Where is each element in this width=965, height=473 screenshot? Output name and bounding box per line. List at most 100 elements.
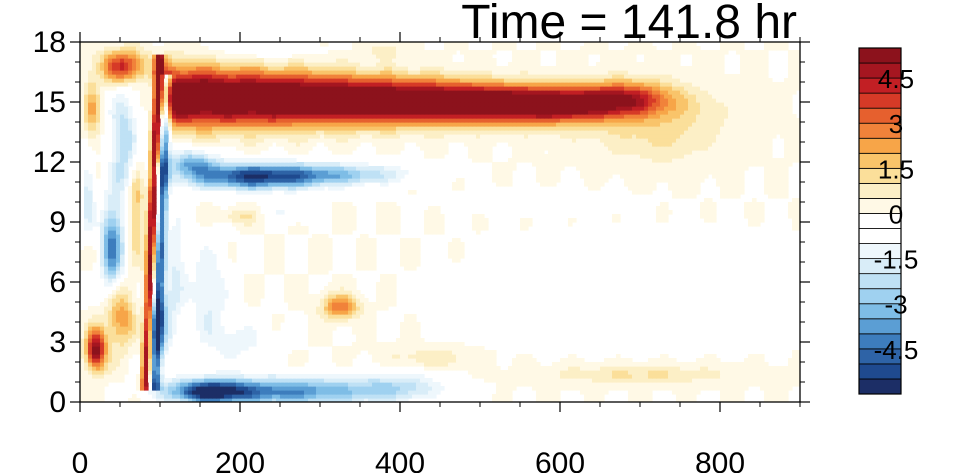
heatmap-cell xyxy=(504,386,509,391)
heatmap-cell xyxy=(372,394,377,399)
heatmap-cell xyxy=(276,394,281,399)
heatmap-cell xyxy=(640,390,645,395)
heatmap-cell xyxy=(640,190,645,195)
heatmap-cell xyxy=(248,398,253,402)
heatmap-cell xyxy=(160,330,165,335)
heatmap-cell xyxy=(256,218,261,223)
heatmap-cell xyxy=(292,190,297,195)
heatmap-cell xyxy=(200,154,205,159)
heatmap-cell xyxy=(104,278,109,283)
heatmap-cell xyxy=(116,318,121,323)
heatmap-cell xyxy=(736,150,741,155)
heatmap-cell xyxy=(384,146,389,151)
heatmap-cell xyxy=(204,170,209,175)
heatmap-cell xyxy=(416,346,421,351)
heatmap-cell xyxy=(588,158,593,163)
heatmap-cell xyxy=(176,310,181,315)
heatmap-cell xyxy=(780,370,785,375)
heatmap-cell xyxy=(320,254,325,259)
heatmap-cell xyxy=(460,362,465,367)
heatmap-cell xyxy=(148,234,153,239)
heatmap-cell xyxy=(780,374,785,379)
heatmap-cell xyxy=(356,382,361,387)
heatmap-cell xyxy=(504,170,509,175)
heatmap-cell xyxy=(92,218,97,223)
heatmap-cell xyxy=(156,330,161,335)
heatmap-cell xyxy=(164,194,169,199)
heatmap-cell xyxy=(588,370,593,375)
heatmap-cell xyxy=(348,314,353,319)
heatmap-cell xyxy=(560,154,565,159)
heatmap-cell xyxy=(256,394,261,399)
heatmap-cell xyxy=(792,374,797,379)
heatmap-cell xyxy=(164,338,169,343)
heatmap-cell xyxy=(384,226,389,231)
heatmap-cell xyxy=(284,182,289,187)
heatmap-cell xyxy=(108,374,113,379)
heatmap-cell xyxy=(736,362,741,367)
heatmap-cell xyxy=(136,322,141,327)
heatmap-cell xyxy=(140,226,145,231)
heatmap-cell xyxy=(780,186,785,191)
heatmap-cell xyxy=(796,350,800,355)
heatmap-cell xyxy=(588,362,593,367)
heatmap-cell xyxy=(108,350,113,355)
heatmap-cell xyxy=(428,206,433,211)
heatmap-cell xyxy=(212,162,217,167)
heatmap-cell xyxy=(380,346,385,351)
heatmap-cell xyxy=(760,206,765,211)
heatmap-cell xyxy=(516,146,521,151)
heatmap-cell xyxy=(220,170,225,175)
heatmap-cell xyxy=(228,394,233,399)
heatmap-cell xyxy=(384,230,389,235)
heatmap-cell xyxy=(752,370,757,375)
heatmap-cell xyxy=(160,362,165,367)
heatmap-cell xyxy=(780,394,785,399)
heatmap-cell xyxy=(328,318,333,323)
heatmap-cell xyxy=(336,386,341,391)
heatmap-cell xyxy=(608,370,613,375)
heatmap-cell xyxy=(144,214,149,219)
heatmap-cell xyxy=(796,222,800,227)
heatmap-cell xyxy=(300,362,305,367)
heatmap-cell xyxy=(264,170,269,175)
heatmap-cell xyxy=(256,146,261,151)
heatmap-cell xyxy=(196,374,201,379)
heatmap-cell xyxy=(684,390,689,395)
heatmap-cell xyxy=(184,154,189,159)
heatmap-cell xyxy=(424,362,429,367)
heatmap-cell xyxy=(488,154,493,159)
heatmap-cell xyxy=(112,366,117,371)
heatmap-cell xyxy=(84,342,89,347)
heatmap-cell xyxy=(336,378,341,383)
heatmap-cell xyxy=(304,298,309,303)
heatmap-cell xyxy=(316,266,321,271)
heatmap-cell xyxy=(112,166,117,171)
heatmap-cell xyxy=(316,338,321,343)
heatmap-cell xyxy=(792,226,797,231)
heatmap-cell xyxy=(720,386,725,391)
heatmap-cell xyxy=(536,374,541,379)
heatmap-cell xyxy=(552,378,557,383)
heatmap-cell xyxy=(556,162,561,167)
heatmap-cell xyxy=(336,226,341,231)
heatmap-cell xyxy=(300,286,305,291)
heatmap-cell xyxy=(328,178,333,183)
heatmap-cell xyxy=(508,374,513,379)
heatmap-cell xyxy=(212,286,217,291)
heatmap-cell xyxy=(744,206,749,211)
heatmap-cell xyxy=(740,178,745,183)
heatmap-cell xyxy=(616,162,621,167)
heatmap-cell xyxy=(492,398,497,402)
heatmap-cell xyxy=(112,338,117,343)
heatmap-cell xyxy=(208,186,213,191)
heatmap-cell xyxy=(696,170,701,175)
heatmap-cell xyxy=(592,362,597,367)
heatmap-cell xyxy=(332,346,337,351)
heatmap-cell xyxy=(112,210,117,215)
heatmap-cell xyxy=(344,222,349,227)
heatmap-cell xyxy=(152,294,157,299)
heatmap-cell xyxy=(792,198,797,203)
heatmap-cell xyxy=(384,202,389,207)
heatmap-cell xyxy=(236,398,241,402)
